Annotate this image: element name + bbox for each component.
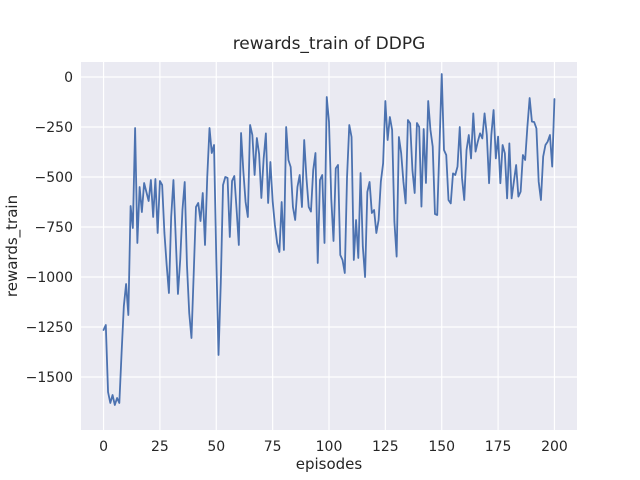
x-axis-label: episodes <box>296 455 363 473</box>
x-tick-label: 150 <box>428 439 455 455</box>
line-layer <box>102 73 556 406</box>
x-tick-label: 175 <box>485 439 512 455</box>
x-tick-label: 0 <box>99 439 108 455</box>
tick-layer: 0 −250 −500 −750 −1000 −1250 −1500 0 25 50 75 100 12… <box>26 70 568 455</box>
x-tick-label: 100 <box>316 439 343 455</box>
y-tick-label: −750 <box>35 220 73 236</box>
y-tick-label: −1500 <box>26 370 73 386</box>
y-axis-label: rewards_train <box>3 195 22 297</box>
x-tick-label: 75 <box>264 439 282 455</box>
y-tick-label: −250 <box>35 120 73 136</box>
y-tick-label: −500 <box>35 170 73 186</box>
data-line <box>102 73 556 406</box>
y-tick-label: 0 <box>64 70 73 86</box>
chart-title: rewards_train of DDPG <box>233 34 426 54</box>
y-tick-label: −1000 <box>26 270 73 286</box>
x-tick-label: 125 <box>372 439 399 455</box>
x-tick-label: 200 <box>541 439 568 455</box>
x-tick-label: 50 <box>207 439 225 455</box>
x-tick-label: 25 <box>151 439 169 455</box>
y-tick-label: −1250 <box>26 320 73 336</box>
